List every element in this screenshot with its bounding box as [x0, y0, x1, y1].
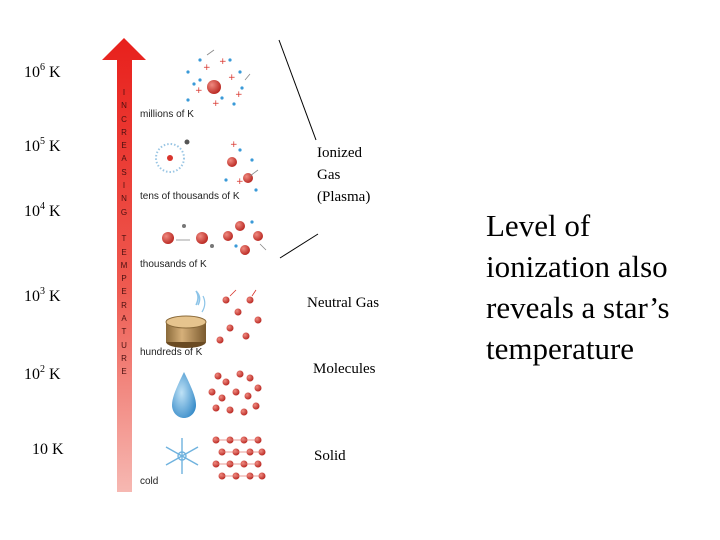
sublabel-cold: cold: [140, 476, 158, 487]
plasma-particles-millions: + + + + + +: [186, 49, 251, 109]
state-ionized-gas: Ionized Gas (Plasma): [317, 145, 371, 205]
temp-label-1e4: 104 K: [24, 201, 61, 220]
solid-illustration: [165, 438, 199, 474]
svg-text:+: +: [195, 86, 203, 96]
lattice-particles: [212, 436, 266, 480]
sublabel-millions: millions of K: [140, 109, 194, 120]
svg-text:+: +: [235, 90, 243, 100]
svg-text:+: +: [236, 177, 244, 187]
svg-text:+: +: [219, 57, 227, 67]
lattice-bonds: [216, 439, 262, 477]
sublabel-thousands: thousands of K: [140, 259, 207, 270]
neutral-gas-illustration: [165, 289, 262, 348]
svg-text:+: +: [203, 63, 211, 73]
temp-label-1e6: 106 K: [24, 62, 61, 81]
svg-text:+: +: [228, 73, 236, 83]
temp-label-1e5: 105 K: [24, 136, 61, 155]
plasma-pointer-line-bottom: [279, 233, 319, 259]
particles-thousands: [162, 220, 267, 255]
plasma-pointer-line-top: [278, 39, 317, 141]
plasma-particles-tens-of-thousands: + +: [155, 139, 259, 192]
svg-text:+: +: [212, 99, 220, 109]
temperature-arrow: [102, 38, 146, 492]
molecules-illustration: [172, 370, 262, 418]
temp-label-1e2: 102 K: [24, 364, 61, 383]
temp-label-1e3: 103 K: [24, 286, 61, 305]
sublabel-tens-of-thousands: tens of thousands of K: [140, 191, 240, 202]
sublabel-hundreds: hundreds of K: [140, 347, 203, 358]
state-solid: Solid: [314, 448, 346, 464]
state-molecules: Molecules: [313, 361, 376, 377]
state-neutral-gas: Neutral Gas: [307, 295, 380, 311]
headline-text: Level of ionization also reveals a star’…: [486, 208, 670, 366]
svg-text:+: +: [230, 140, 238, 150]
temp-label-10: 10 K: [32, 441, 64, 458]
